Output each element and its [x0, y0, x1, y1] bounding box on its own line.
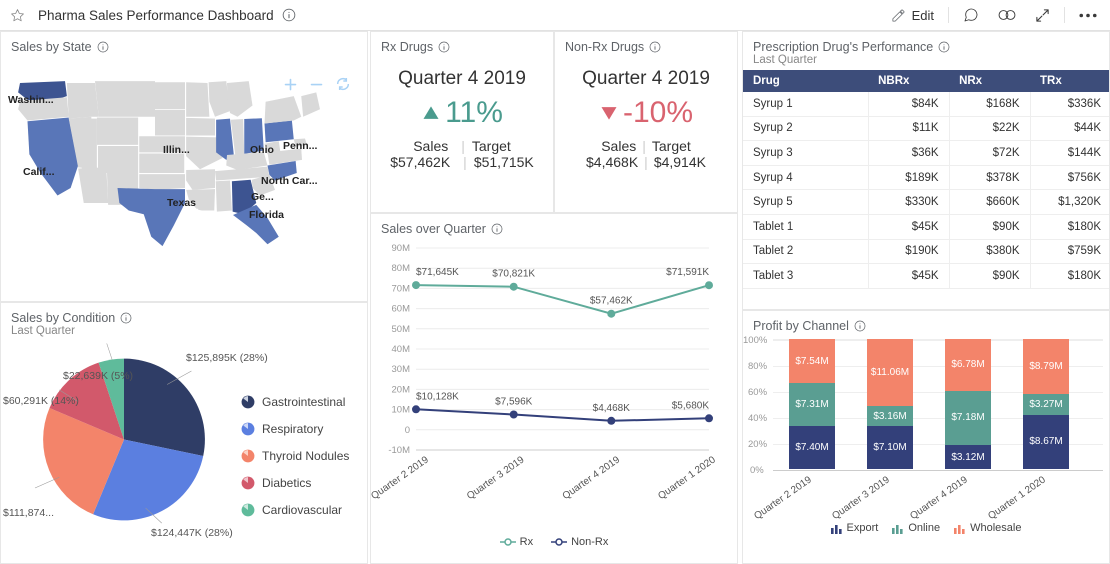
svg-text:Quarter 3 2019: Quarter 3 2019 — [830, 474, 892, 522]
svg-text:$70,821K: $70,821K — [492, 269, 535, 280]
svg-text:70M: 70M — [392, 283, 411, 294]
svg-text:Quarter 2 2019: Quarter 2 2019 — [752, 474, 814, 522]
svg-text:$71,645K: $71,645K — [416, 267, 459, 278]
svg-text:-10M: -10M — [388, 445, 410, 456]
svg-text:60M: 60M — [392, 304, 411, 315]
svg-text:$10,128K: $10,128K — [416, 391, 459, 402]
svg-text:Quarter 3 2019: Quarter 3 2019 — [465, 454, 527, 502]
svg-text:$4,468K: $4,468K — [593, 403, 631, 414]
svg-text:40M: 40M — [392, 344, 411, 355]
svg-text:$5,680K: $5,680K — [672, 400, 710, 411]
svg-text:10M: 10M — [392, 405, 411, 416]
svg-text:30M: 30M — [392, 364, 411, 375]
svg-text:$57,462K: $57,462K — [590, 296, 633, 307]
svg-text:Quarter 4 2019: Quarter 4 2019 — [561, 454, 623, 502]
svg-text:$71,591K: $71,591K — [666, 267, 709, 278]
svg-text:Quarter 4 2019: Quarter 4 2019 — [908, 474, 970, 522]
svg-text:90M: 90M — [392, 243, 411, 254]
svg-text:Quarter 2 2019: Quarter 2 2019 — [371, 454, 431, 502]
svg-text:Quarter 1 2020: Quarter 1 2020 — [986, 474, 1048, 522]
svg-text:$7,596K: $7,596K — [495, 397, 533, 408]
svg-text:0: 0 — [405, 425, 410, 436]
svg-text:20M: 20M — [392, 384, 411, 395]
svg-text:50M: 50M — [392, 324, 411, 335]
svg-text:Quarter 1 2020: Quarter 1 2020 — [656, 454, 718, 502]
svg-text:80M: 80M — [392, 263, 411, 274]
